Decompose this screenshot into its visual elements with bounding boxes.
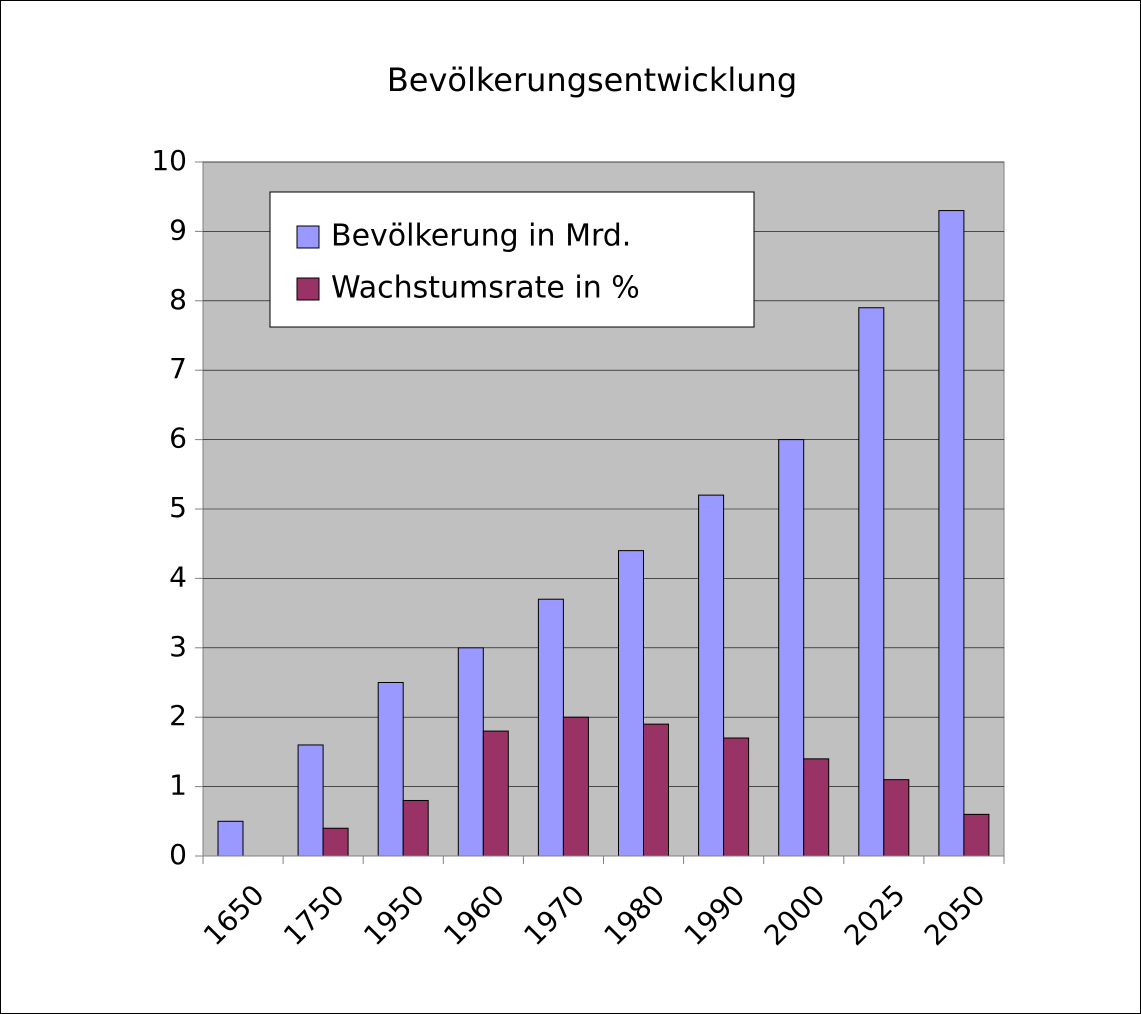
- bar: [778, 439, 805, 857]
- bar: [537, 598, 564, 857]
- legend-swatch: [296, 277, 320, 301]
- legend-swatch: [296, 225, 320, 249]
- y-tick-label: 6: [169, 422, 187, 455]
- bar: [938, 210, 965, 857]
- y-tick-label: 2: [169, 699, 187, 732]
- bar: [217, 820, 244, 857]
- y-tick-label: 5: [169, 491, 187, 524]
- bar: [297, 744, 324, 857]
- bar: [322, 827, 349, 857]
- y-tick-label: 7: [169, 352, 187, 385]
- bar: [698, 494, 725, 857]
- y-tick-label: 3: [169, 630, 187, 663]
- y-tick-label: 9: [169, 213, 187, 246]
- bar: [618, 550, 644, 857]
- bar: [803, 758, 830, 857]
- bar: [858, 307, 885, 857]
- y-tick-label: 1: [169, 769, 187, 802]
- bar: [377, 682, 404, 857]
- bar: [643, 723, 669, 857]
- bar: [883, 779, 910, 857]
- legend-box: [269, 191, 755, 328]
- chart-title: Bevölkerungsentwicklung: [387, 61, 797, 99]
- y-tick-label: 8: [169, 283, 187, 316]
- y-tick-label: 4: [169, 560, 187, 593]
- legend-label: Wachstumsrate in %: [331, 271, 640, 306]
- y-tick-label: 10: [151, 144, 187, 177]
- bar: [723, 737, 750, 857]
- bar: [482, 730, 509, 857]
- legend-label: Bevölkerung in Mrd.: [331, 219, 631, 254]
- bar: [963, 813, 990, 857]
- bar: [457, 647, 484, 857]
- bar: [562, 716, 589, 857]
- bar: [402, 799, 429, 857]
- y-tick-label: 0: [169, 838, 187, 871]
